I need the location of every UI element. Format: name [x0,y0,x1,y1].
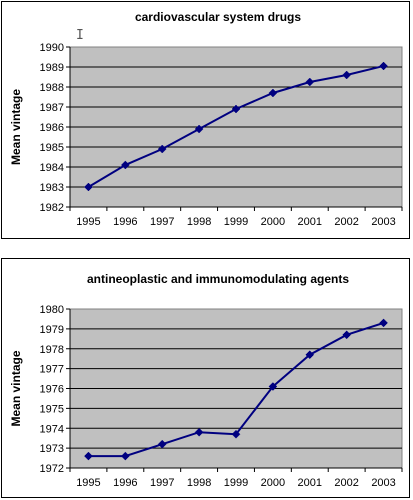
y-tick-label: 1987 [40,102,64,114]
x-tick-label: 2000 [261,216,285,228]
data-point-marker [305,77,315,87]
x-tick-label: 2000 [261,477,285,489]
x-tick-label: 1999 [224,477,248,489]
x-tick-label: 2002 [334,216,358,228]
data-point-marker [342,330,352,340]
y-tick-label: 1983 [40,182,64,194]
text-cursor-icon: I [76,28,84,43]
chart-cardiovascular: cardiovascular system drugs 1982 1983 1984 1… [9,10,403,228]
x-tick-label: 1998 [187,216,211,228]
data-point-marker [157,439,167,449]
data-point-marker [84,182,93,192]
y-tick-label: 1989 [40,62,64,74]
y-axis-label: Mean vintage [9,89,23,165]
data-point-marker [157,144,167,154]
x-tick-label: 1999 [224,216,248,228]
y-tick-label: 1980 [40,304,64,316]
x-tick-label: 2003 [371,477,395,489]
x-tick-label: 2001 [298,216,322,228]
data-point-marker [379,318,388,328]
x-tick-label: 2003 [371,216,395,228]
x-tick-label: 1995 [76,477,100,489]
y-tick-label: 1975 [40,403,64,415]
x-tick-label: 2002 [334,477,358,489]
y-tick-label: 1986 [40,122,64,134]
data-point-marker [268,88,278,98]
x-tick-label: 1996 [113,216,137,228]
data-point-marker [120,451,130,461]
y-tick-label: 1978 [40,344,64,356]
y-tick-label: 1985 [40,142,64,154]
chart-title: antineoplastic and immunomodulating agen… [87,272,349,286]
y-tick-label: 1972 [40,463,64,475]
data-point-marker [268,382,278,391]
data-point-marker [120,160,130,170]
y-tick-label: 1990 [40,42,64,54]
y-tick-label: 1976 [40,384,64,396]
data-point-marker [342,70,352,80]
y-axis-label: Mean vintage [9,350,23,426]
y-tick-label: 1974 [40,423,64,435]
data-point-marker [194,124,204,134]
data-point-marker [84,451,93,461]
y-tick-label: 1979 [40,324,64,336]
data-point-marker [231,104,241,114]
data-point-marker [231,429,241,439]
y-tick-label: 1982 [40,202,64,214]
y-tick-label: 1988 [40,82,64,94]
y-tick-label: 1977 [40,364,64,376]
data-point-marker [305,350,315,360]
x-tick-label: 1997 [150,216,174,228]
chart-title: cardiovascular system drugs [135,10,301,24]
x-tick-label: 1995 [76,216,100,228]
chart-panel-antineoplastic: antineoplastic and immunomodulating agen… [1,258,410,498]
x-tick-label: 2001 [298,477,322,489]
x-tick-label: 1997 [150,477,174,489]
chart-panel-cardiovascular: cardiovascular system drugs 1982 1983 1984 1… [1,1,410,239]
y-tick-label: 1973 [40,443,64,455]
data-point-marker [379,61,388,71]
x-tick-label: 1996 [113,477,137,489]
x-tick-label: 1998 [187,477,211,489]
chart-antineoplastic: antineoplastic and immunomodulating agen… [9,272,403,489]
y-tick-label: 1984 [40,162,64,174]
data-point-marker [194,427,204,437]
